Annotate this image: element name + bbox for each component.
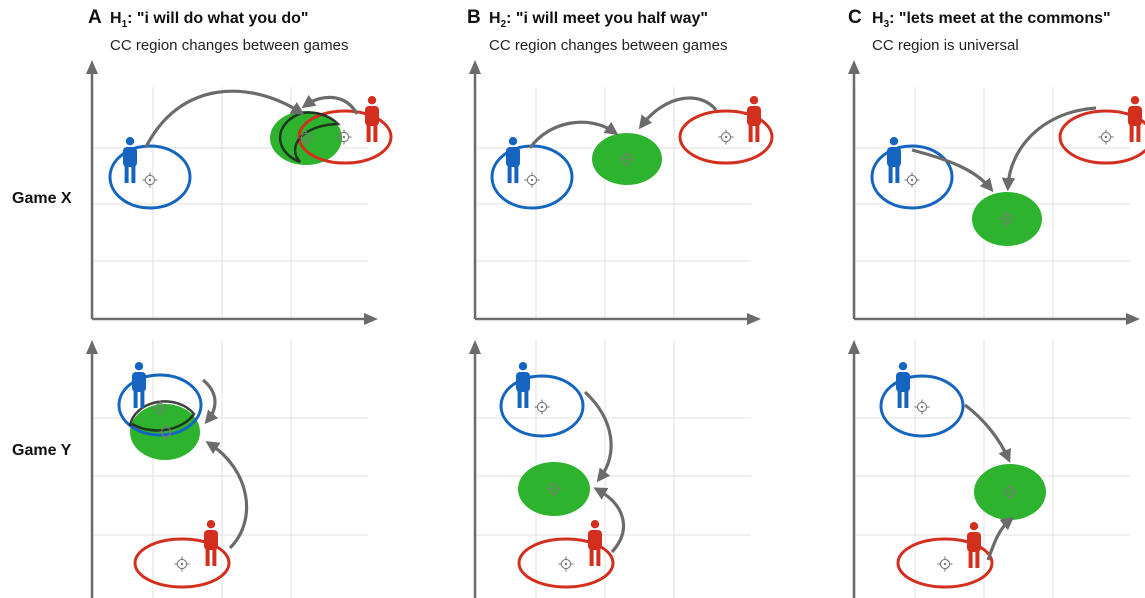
blue-person-icon [516, 362, 530, 408]
red-person-icon [967, 522, 981, 568]
red-region [896, 537, 994, 589]
hypothesis-h: H [110, 10, 122, 27]
hypothesis-h: H [872, 10, 884, 27]
arrow [986, 516, 1015, 561]
blue-person-icon [123, 137, 137, 183]
panel-title: H3: "lets meet at the commons" [872, 10, 1111, 30]
panel-subtitle: CC region changes between games [489, 37, 728, 54]
arrow [583, 390, 613, 483]
red-person-icon [1128, 96, 1142, 142]
panel-a-game-x [108, 89, 393, 210]
target-icon [904, 172, 920, 188]
arrow [638, 96, 718, 130]
blue-region [499, 374, 585, 438]
target-icon [534, 399, 550, 415]
y-axis-arrowhead [469, 340, 481, 354]
arrow [301, 94, 359, 115]
panel-letter: C [848, 7, 862, 28]
red-person-icon [747, 96, 761, 142]
blue-region [490, 144, 574, 210]
panel-c-game-x [870, 96, 1145, 246]
panel-letter: A [88, 7, 102, 28]
red-region [1058, 109, 1145, 165]
red-region [297, 109, 393, 165]
target-icon [937, 556, 953, 572]
y-axis-arrowhead [848, 60, 860, 74]
blue-region [117, 373, 203, 437]
y-axis-arrowhead [86, 340, 98, 354]
arrow [593, 487, 626, 554]
blue-region [108, 144, 192, 210]
x-axis-arrowhead [364, 313, 378, 325]
target-icon [718, 129, 734, 145]
hypothesis-quote: : "i will meet you half way" [506, 10, 709, 27]
hypothesis-sub: 2 [500, 19, 507, 31]
x-axis-arrowhead [1126, 313, 1140, 325]
target-icon [142, 172, 158, 188]
blue-person-icon [506, 137, 520, 183]
arrow [911, 148, 994, 193]
panel-subtitle: CC region is universal [872, 37, 1019, 54]
panel-title: H1: "i will do what you do" [110, 10, 309, 30]
hypothesis-quote: : "lets meet at the commons" [889, 10, 1111, 27]
y-axis-arrowhead [848, 340, 860, 354]
panel-b-game-y [499, 362, 626, 589]
arrow [1001, 106, 1097, 192]
target-icon [524, 172, 540, 188]
panel-letter: B [467, 7, 481, 28]
panel-title: H2: "i will meet you half way" [489, 10, 708, 30]
target-icon [558, 556, 574, 572]
red-person-icon [204, 520, 218, 566]
panel-a-game-y [117, 362, 249, 589]
arrow [964, 403, 1011, 463]
row-label-game-x: Game X [12, 190, 72, 207]
red-person-icon [365, 96, 379, 142]
y-axis-arrowhead [469, 60, 481, 74]
arrow [205, 441, 249, 550]
panel-subtitle: CC region changes between games [110, 37, 349, 54]
hypothesis-quote: : "i will do what you do" [127, 10, 309, 27]
arrow [528, 120, 619, 149]
y-axis-arrowhead [86, 60, 98, 74]
x-axis-arrowhead [747, 313, 761, 325]
red-region [133, 537, 231, 589]
target-icon [1098, 129, 1114, 145]
arrow [144, 89, 305, 148]
blue-person-icon [132, 362, 146, 408]
blue-region [879, 374, 965, 438]
overlap-outline [278, 111, 341, 164]
target-icon [914, 399, 930, 415]
panel-b-game-x [490, 96, 774, 210]
hypothesis-h: H [489, 10, 501, 27]
blue-region [870, 144, 954, 210]
panel-c-game-y [879, 362, 1046, 589]
hypothesis-sub: 1 [121, 19, 128, 31]
red-person-icon [588, 520, 602, 566]
overlap-outline [128, 400, 196, 432]
target-icon [174, 556, 190, 572]
red-region [678, 109, 774, 165]
red-region [517, 537, 615, 589]
hypothesis-sub: 3 [883, 19, 890, 31]
blue-person-icon [896, 362, 910, 408]
blue-person-icon [887, 137, 901, 183]
row-label-game-y: Game Y [12, 442, 72, 459]
arrow [201, 378, 219, 425]
axes [86, 60, 1140, 598]
